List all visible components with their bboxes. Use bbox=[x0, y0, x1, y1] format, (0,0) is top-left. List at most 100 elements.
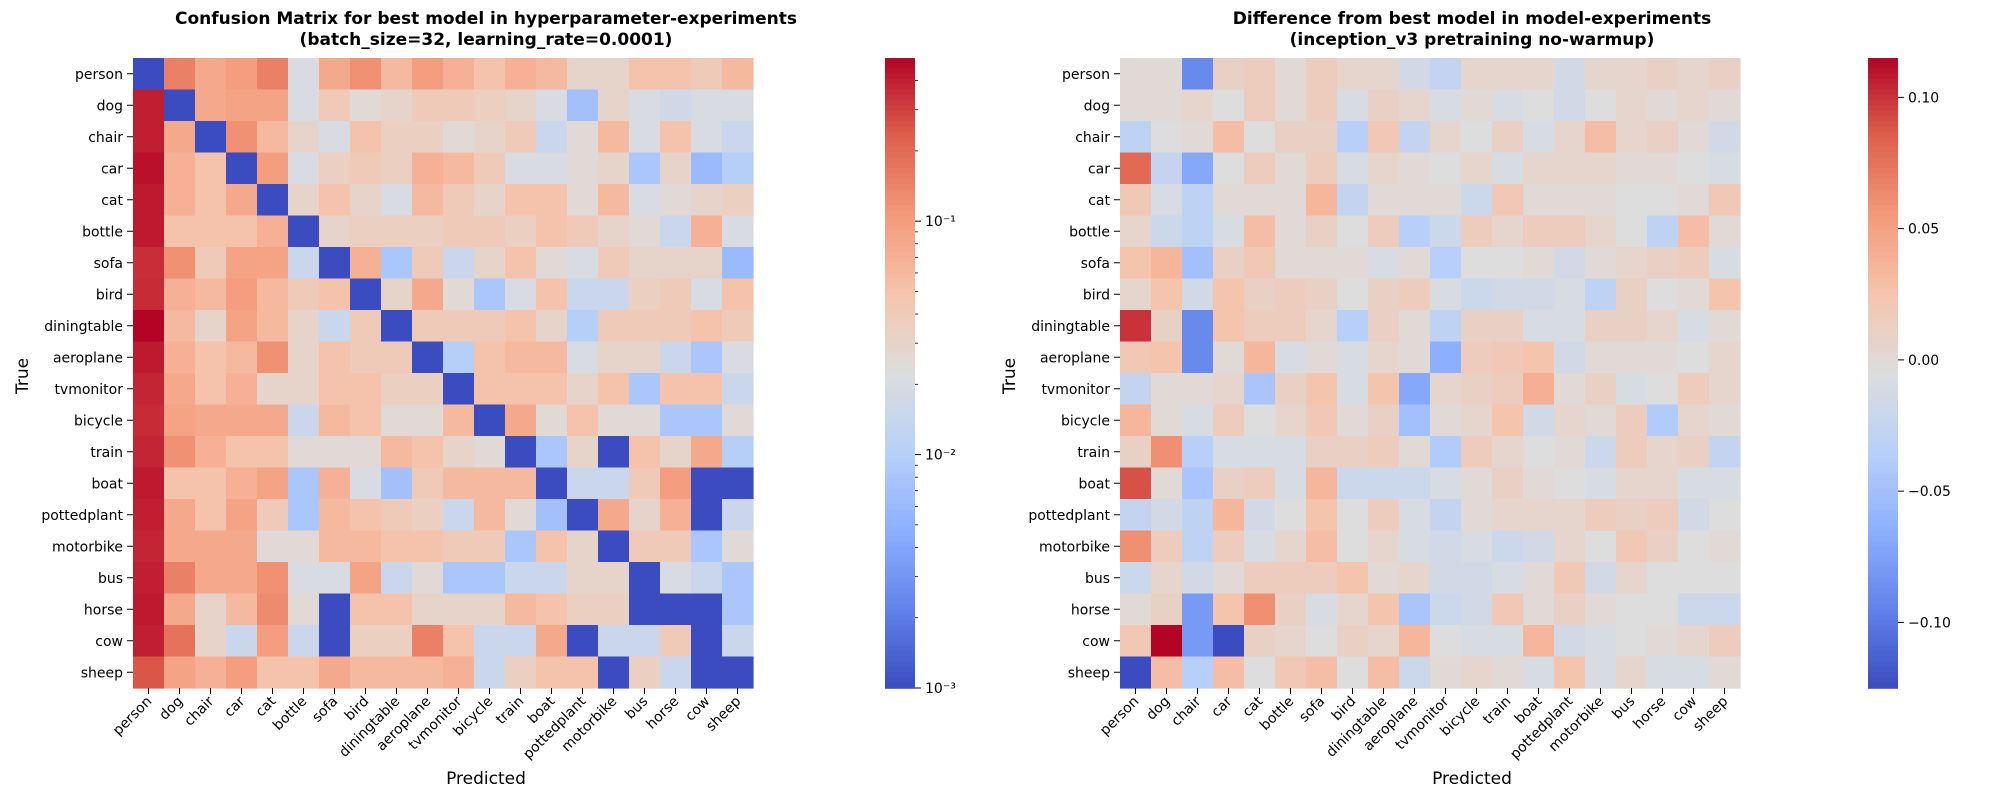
colorbar-segment bbox=[1868, 488, 1898, 495]
heatmap-cell bbox=[1151, 215, 1183, 248]
heatmap-cell bbox=[288, 58, 320, 91]
heatmap-cell bbox=[505, 625, 537, 658]
heatmap-cell bbox=[1461, 215, 1493, 248]
colorbar-segment bbox=[885, 661, 915, 668]
heatmap-cell bbox=[1337, 247, 1369, 280]
heatmap-cell bbox=[1709, 436, 1741, 469]
heatmap-cell bbox=[1523, 310, 1555, 343]
heatmap-cell bbox=[1337, 530, 1369, 563]
heatmap-cell bbox=[1523, 499, 1555, 532]
heatmap-cell bbox=[474, 436, 506, 469]
heatmap-cell bbox=[1709, 89, 1741, 122]
heatmap-cell bbox=[1709, 184, 1741, 217]
heatmap-cell bbox=[691, 436, 723, 469]
heatmap-cell bbox=[288, 530, 320, 563]
heatmap-cell bbox=[257, 247, 289, 280]
heatmap-cell bbox=[1399, 152, 1431, 185]
heatmap-cell bbox=[1616, 404, 1648, 437]
colorbar-segment bbox=[885, 236, 915, 243]
heatmap-cell bbox=[381, 467, 413, 500]
heatmap-cell bbox=[629, 562, 661, 595]
colorbar-segment bbox=[1868, 178, 1898, 185]
colorbar-segment bbox=[885, 226, 915, 233]
heatmap-cell bbox=[288, 373, 320, 406]
heatmap-cell bbox=[691, 121, 723, 154]
heatmap-cell bbox=[226, 593, 258, 626]
heatmap-cell bbox=[660, 593, 692, 626]
heatmap-cell bbox=[412, 656, 444, 689]
heatmap-cell bbox=[567, 310, 599, 343]
colorbar-segment bbox=[885, 646, 915, 653]
heatmap-cell bbox=[722, 310, 754, 343]
heatmap-cell bbox=[1585, 341, 1617, 374]
heatmap-cell bbox=[1585, 89, 1617, 122]
heatmap-cell bbox=[505, 89, 537, 122]
colorbar-segment bbox=[1868, 294, 1898, 301]
colorbar-segment bbox=[885, 205, 915, 212]
colorbar-segment bbox=[885, 178, 915, 185]
colorbar-segment bbox=[885, 126, 915, 133]
colorbar-segment bbox=[1868, 68, 1898, 75]
heatmap-cell bbox=[629, 184, 661, 217]
heatmap-cell bbox=[1151, 58, 1183, 91]
heatmap-cell bbox=[1430, 152, 1462, 185]
heatmap-cell bbox=[1523, 625, 1555, 658]
heatmap-cell bbox=[164, 184, 196, 217]
heatmap-cell bbox=[1554, 247, 1586, 280]
left-x-axis-label: Predicted bbox=[446, 769, 526, 789]
colorbar-segment bbox=[1868, 646, 1898, 653]
heatmap-cell bbox=[381, 593, 413, 626]
heatmap-cell bbox=[1678, 184, 1710, 217]
colorbar-segment bbox=[1868, 63, 1898, 70]
heatmap-cell bbox=[1647, 373, 1679, 406]
heatmap-cell bbox=[350, 89, 382, 122]
y-tick-label: boat bbox=[1078, 476, 1110, 492]
heatmap-cell bbox=[257, 152, 289, 185]
heatmap-cell bbox=[1585, 656, 1617, 689]
heatmap-cell bbox=[412, 310, 444, 343]
colorbar-tick-label: 10⁻¹ bbox=[925, 214, 956, 230]
heatmap-cell bbox=[660, 215, 692, 248]
heatmap-cell bbox=[257, 436, 289, 469]
heatmap-cell bbox=[474, 593, 506, 626]
colorbar-segment bbox=[1868, 420, 1898, 427]
heatmap-cell bbox=[598, 89, 630, 122]
heatmap-cell bbox=[629, 436, 661, 469]
heatmap-cell bbox=[1368, 562, 1400, 595]
y-tick-label: bird bbox=[96, 287, 123, 303]
colorbar-segment bbox=[885, 352, 915, 359]
heatmap-cell bbox=[226, 373, 258, 406]
heatmap-cell bbox=[1306, 373, 1338, 406]
heatmap-cell bbox=[443, 215, 475, 248]
heatmap-cell bbox=[1492, 467, 1524, 500]
heatmap-cell bbox=[412, 184, 444, 217]
heatmap-cell bbox=[1213, 152, 1245, 185]
colorbar-segment bbox=[885, 667, 915, 674]
colorbar-segment bbox=[1868, 383, 1898, 390]
colorbar-segment bbox=[1868, 362, 1898, 369]
heatmap-cell bbox=[1182, 436, 1214, 469]
colorbar-segment bbox=[885, 220, 915, 227]
heatmap-cell bbox=[1709, 278, 1741, 311]
heatmap-cell bbox=[1709, 152, 1741, 185]
colorbar-segment bbox=[1868, 189, 1898, 196]
heatmap-cell bbox=[133, 593, 165, 626]
colorbar-segment bbox=[1868, 514, 1898, 521]
heatmap-cell bbox=[1120, 404, 1152, 437]
colorbar-segment bbox=[1868, 656, 1898, 663]
heatmap-cell bbox=[288, 247, 320, 280]
heatmap-cell bbox=[226, 499, 258, 532]
colorbar-segment bbox=[885, 446, 915, 453]
heatmap-cell bbox=[195, 247, 227, 280]
heatmap-cell bbox=[1182, 530, 1214, 563]
colorbar-segment bbox=[1868, 409, 1898, 416]
heatmap-cell bbox=[1585, 467, 1617, 500]
heatmap-cell bbox=[629, 121, 661, 154]
heatmap-cell bbox=[1275, 562, 1307, 595]
heatmap-cell bbox=[1151, 499, 1183, 532]
colorbar-segment bbox=[885, 210, 915, 217]
heatmap-cell bbox=[567, 436, 599, 469]
heatmap-cell bbox=[1151, 121, 1183, 154]
heatmap-cell bbox=[1275, 152, 1307, 185]
heatmap-cell bbox=[164, 310, 196, 343]
